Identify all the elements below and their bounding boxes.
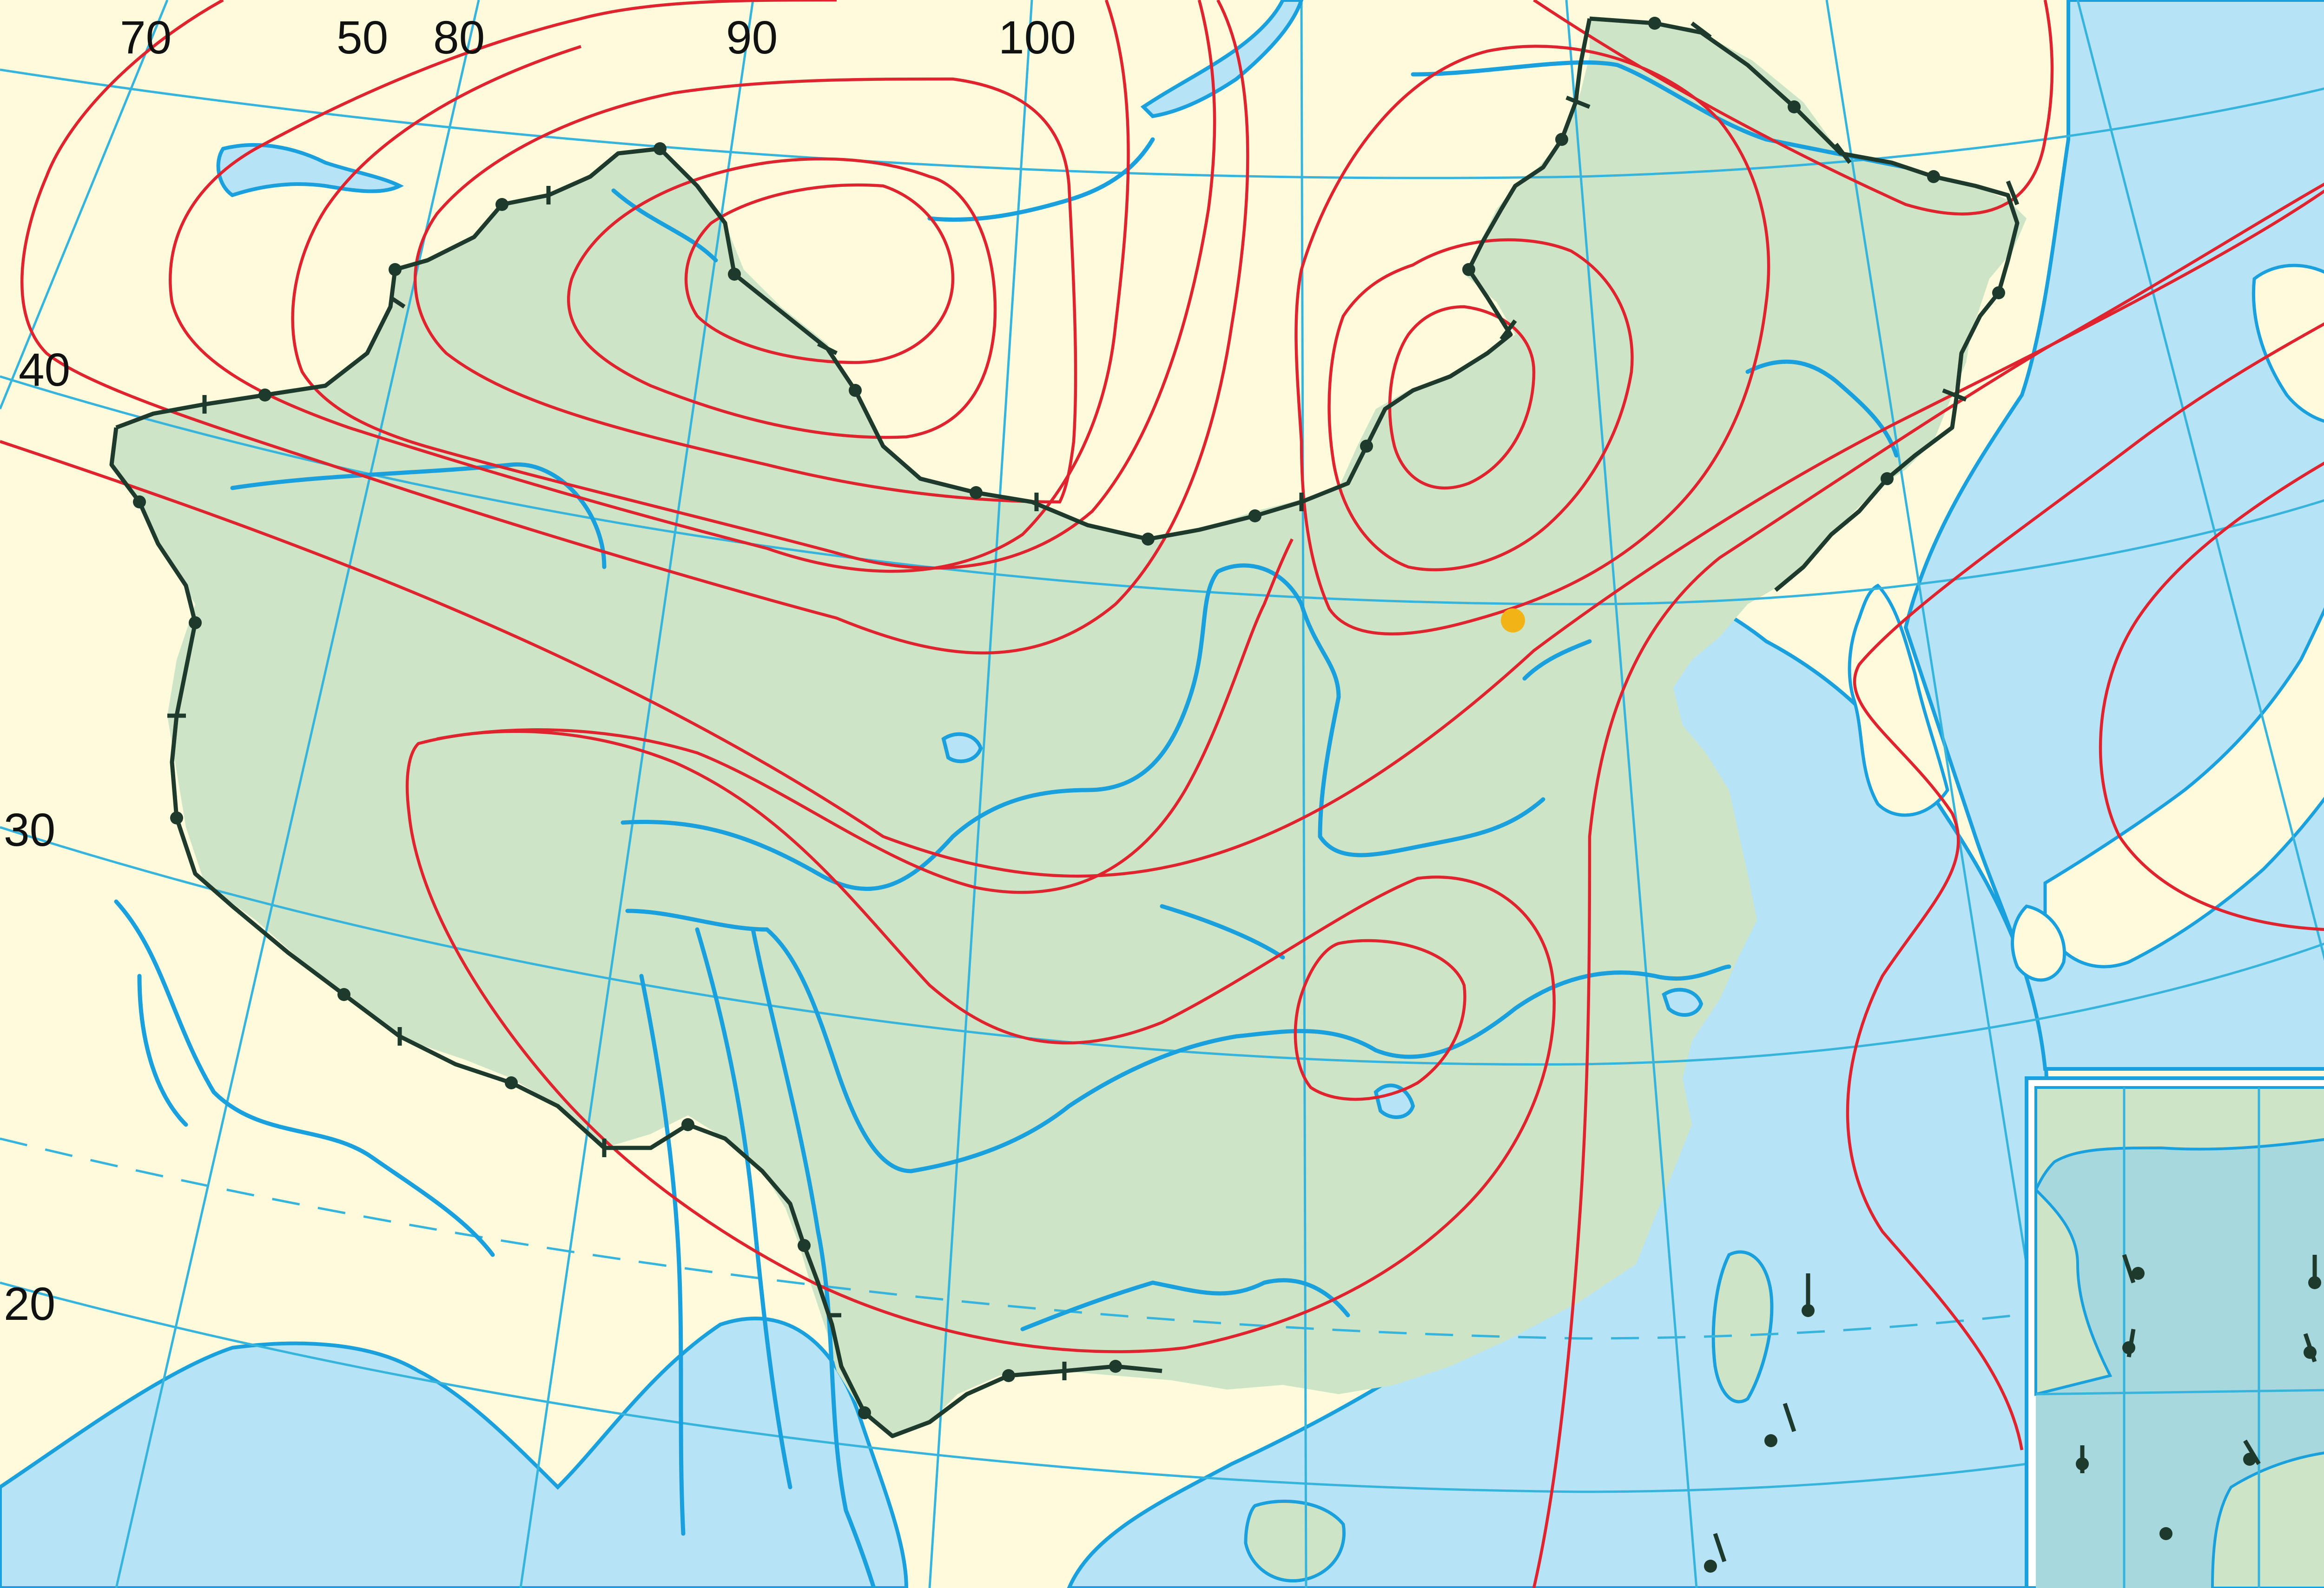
river-yellow — [621, 563, 1545, 891]
japan-kyushu — [2011, 904, 2066, 982]
lake-poyang — [1373, 1083, 1415, 1119]
longitude-label: 50 — [337, 12, 388, 64]
island-taiwan — [1711, 1250, 1774, 1404]
latitude-labels: 40 30 20 — [4, 344, 70, 1330]
isoline-nw-6 — [684, 183, 955, 364]
islands — [1244, 1250, 1774, 1582]
capital-marker — [1501, 608, 1525, 633]
isoline-nw-5 — [567, 157, 997, 439]
korean-peninsula — [1848, 583, 1949, 817]
isoline-ne-1 — [1294, 45, 1770, 636]
lake-balkhash — [216, 143, 404, 198]
china-territory — [112, 19, 2027, 1436]
inset-south-china-sea — [2025, 1076, 2324, 1588]
inset-island-markers — [2076, 1254, 2321, 1540]
isoline-ne-3 — [1388, 305, 1536, 490]
lake-taihu — [1662, 988, 1703, 1017]
river-salween — [695, 927, 792, 1489]
river-amur — [1411, 60, 1908, 170]
longitude-label: 70 — [120, 12, 172, 64]
lakes — [216, 0, 1703, 1119]
isoline-center-3 — [1294, 939, 1466, 1101]
river-hai — [1522, 639, 1592, 681]
longitude-labels: 70 50 80 90 100 — [120, 12, 1076, 64]
inset-borneo — [2211, 1451, 2324, 1588]
rivers — [114, 60, 1908, 1588]
isoline-east-3 — [2099, 461, 2324, 931]
isoline-nw-2 — [169, 0, 1130, 573]
river-brahmaputra — [114, 899, 495, 1257]
river-ganges — [137, 974, 188, 1127]
isoline-nw-3 — [291, 0, 1216, 570]
river-irtysh — [611, 188, 718, 263]
inset-indochina — [2034, 1186, 2113, 1396]
national-border — [109, 16, 2020, 1438]
river-yangtze — [625, 909, 1731, 1173]
isoline-east-1 — [1532, 182, 2324, 1588]
river-songhua — [1745, 359, 1899, 458]
lake-baikal — [1140, 0, 1304, 119]
island-hainan — [1244, 1499, 1346, 1582]
inset-coast — [2034, 1086, 2324, 1191]
river-irrawaddy — [639, 974, 686, 1536]
longitude-label: 80 — [433, 12, 485, 64]
latitude-label: 20 — [4, 1278, 55, 1330]
lake-qinghai — [941, 732, 983, 764]
longitude-label: 90 — [726, 12, 778, 64]
river-pearl — [1020, 1278, 1350, 1331]
isoline-nw-4 — [414, 77, 1077, 504]
latitude-label: 40 — [19, 344, 70, 396]
japan-honshu — [2043, 607, 2324, 969]
isoline-center-1 — [436, 538, 1294, 894]
ocean-boundary-marks — [1704, 1273, 1815, 1573]
latitude-label: 30 — [4, 804, 55, 856]
border-markers — [133, 17, 2020, 1419]
isoline-ne-2 — [1327, 238, 1634, 572]
longitude-label: 100 — [998, 12, 1076, 64]
isoline-east-2 — [1846, 322, 2324, 1450]
isoline-nw-outer — [20, 0, 1249, 655]
isoline-center-2 — [405, 730, 1556, 1353]
river-mekong — [751, 927, 876, 1588]
river-han — [1160, 904, 1285, 960]
